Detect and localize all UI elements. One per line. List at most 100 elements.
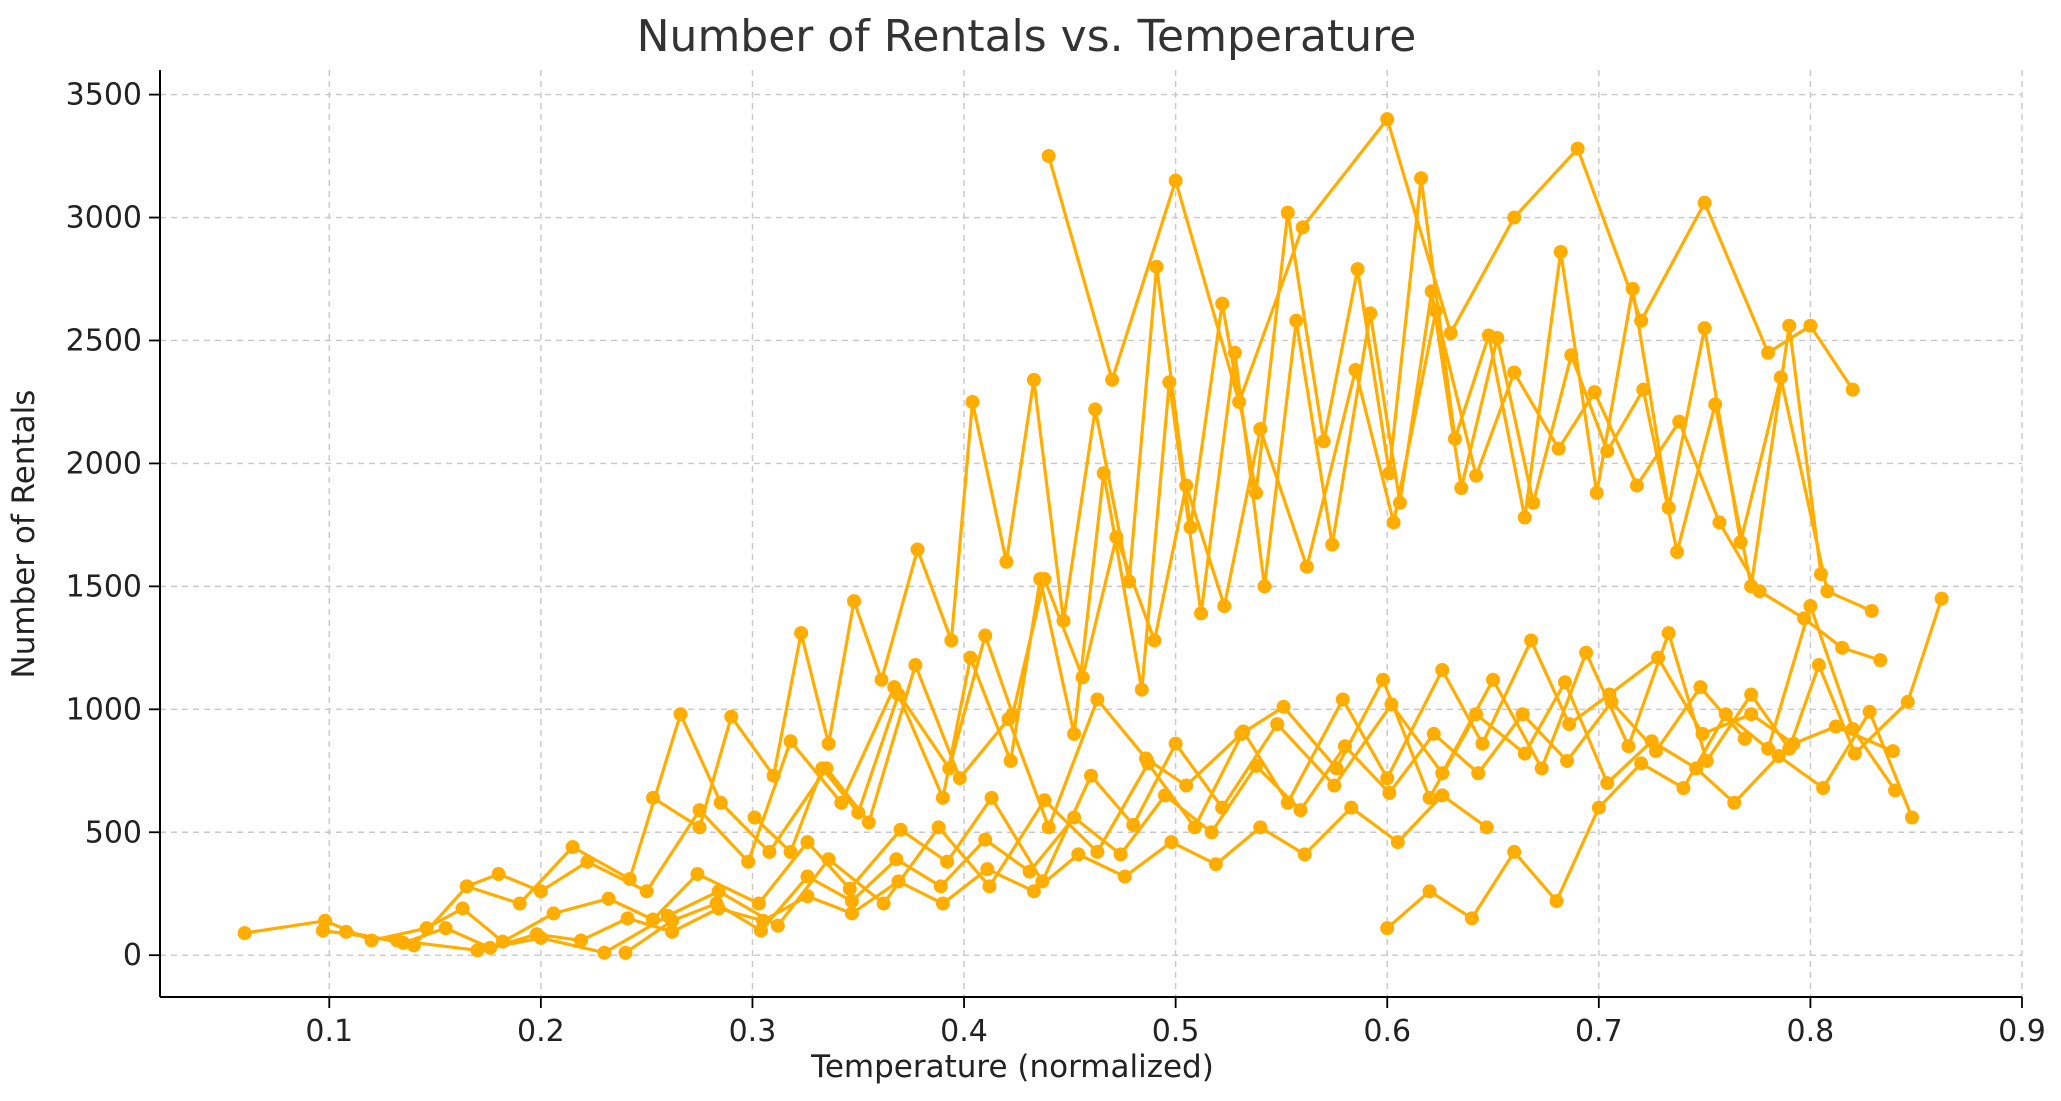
y-tick-label: 2000 [66, 446, 142, 481]
data-point [874, 672, 889, 687]
data-point [1337, 739, 1352, 754]
data-point [597, 945, 612, 960]
data-point [1549, 894, 1564, 909]
data-point [483, 940, 498, 955]
data-point [1515, 707, 1530, 722]
chart-title: Number of Rentals vs. Temperature [637, 11, 1417, 62]
data-point [1744, 579, 1759, 594]
data-point [1187, 820, 1202, 835]
data-point [1162, 375, 1177, 390]
data-point [1088, 402, 1103, 417]
data-point [910, 542, 925, 557]
data-point [470, 943, 485, 958]
data-point [1761, 345, 1776, 360]
data-point [1862, 704, 1877, 719]
data-point [639, 884, 654, 899]
x-tick-label: 0.7 [1575, 1014, 1623, 1049]
data-point [891, 874, 906, 889]
data-point [1386, 515, 1401, 530]
data-point [1469, 707, 1484, 722]
series-group [237, 591, 1949, 949]
data-point [1464, 911, 1479, 926]
data-point [965, 394, 980, 409]
data-point [1215, 296, 1230, 311]
data-point [821, 736, 836, 751]
data-point [982, 879, 997, 894]
y-tick-label: 3500 [66, 78, 142, 113]
data-point [908, 658, 923, 673]
x-tick-label: 0.5 [1152, 1014, 1200, 1049]
data-point [847, 594, 862, 609]
data-point [1479, 820, 1494, 835]
axis-layer [159, 70, 2022, 998]
x-tick-label: 0.1 [305, 1014, 353, 1049]
data-point [1469, 468, 1484, 483]
data-point [438, 921, 453, 936]
data-point [1564, 348, 1579, 363]
data-point [1828, 719, 1843, 734]
data-point [396, 935, 411, 950]
data-point [315, 923, 330, 938]
data-point [1888, 783, 1903, 798]
data-point [1026, 884, 1041, 899]
data-point [1718, 707, 1733, 722]
data-point [1316, 434, 1331, 449]
y-tick-label: 1000 [66, 692, 142, 727]
data-point [1276, 699, 1291, 714]
data-point [931, 820, 946, 835]
data-point [1670, 544, 1685, 559]
data-point [1557, 675, 1572, 690]
data-point [1847, 746, 1862, 761]
series-group [1041, 112, 1860, 409]
data-point [1885, 744, 1900, 759]
data-point [1194, 606, 1209, 621]
data-point [1424, 284, 1439, 299]
data-point [1422, 884, 1437, 899]
data-point [1003, 753, 1018, 768]
data-point [1737, 731, 1752, 746]
data-point [1507, 844, 1522, 859]
data-point [741, 854, 756, 869]
y-tick-label: 500 [85, 815, 142, 850]
data-point [620, 911, 635, 926]
data-point [844, 906, 859, 921]
data-point [673, 707, 688, 722]
data-point [1122, 574, 1137, 589]
data-point [601, 891, 616, 906]
data-point [1392, 495, 1407, 510]
data-point [963, 650, 978, 665]
data-point [565, 840, 580, 855]
data-point [1708, 397, 1723, 412]
data-point [546, 906, 561, 921]
data-point [1553, 244, 1568, 259]
data-point [1096, 466, 1111, 481]
data-point [1873, 653, 1888, 668]
x-tick-label: 0.3 [729, 1014, 777, 1049]
series-group [396, 788, 1494, 955]
data-point [984, 790, 999, 805]
data-point [834, 795, 849, 810]
data-point [1041, 149, 1056, 164]
data-point [1900, 694, 1915, 709]
series-group [1380, 599, 1903, 936]
data-point [1117, 869, 1132, 884]
data-point [646, 790, 661, 805]
data-point [1295, 220, 1310, 235]
data-point [1524, 633, 1539, 648]
data-point [665, 913, 680, 928]
data-point [1507, 365, 1522, 380]
data-point [713, 795, 728, 810]
data-point [1587, 385, 1602, 400]
data-point [1071, 847, 1086, 862]
data-point [1380, 112, 1395, 127]
data-point [724, 709, 739, 724]
data-point [1727, 795, 1742, 810]
data-point [1033, 571, 1048, 586]
data-point [533, 884, 548, 899]
data-point [1289, 313, 1304, 328]
data-point [1699, 753, 1714, 768]
data-point [1570, 141, 1585, 156]
data-point [1695, 726, 1710, 741]
data-point [1253, 820, 1268, 835]
